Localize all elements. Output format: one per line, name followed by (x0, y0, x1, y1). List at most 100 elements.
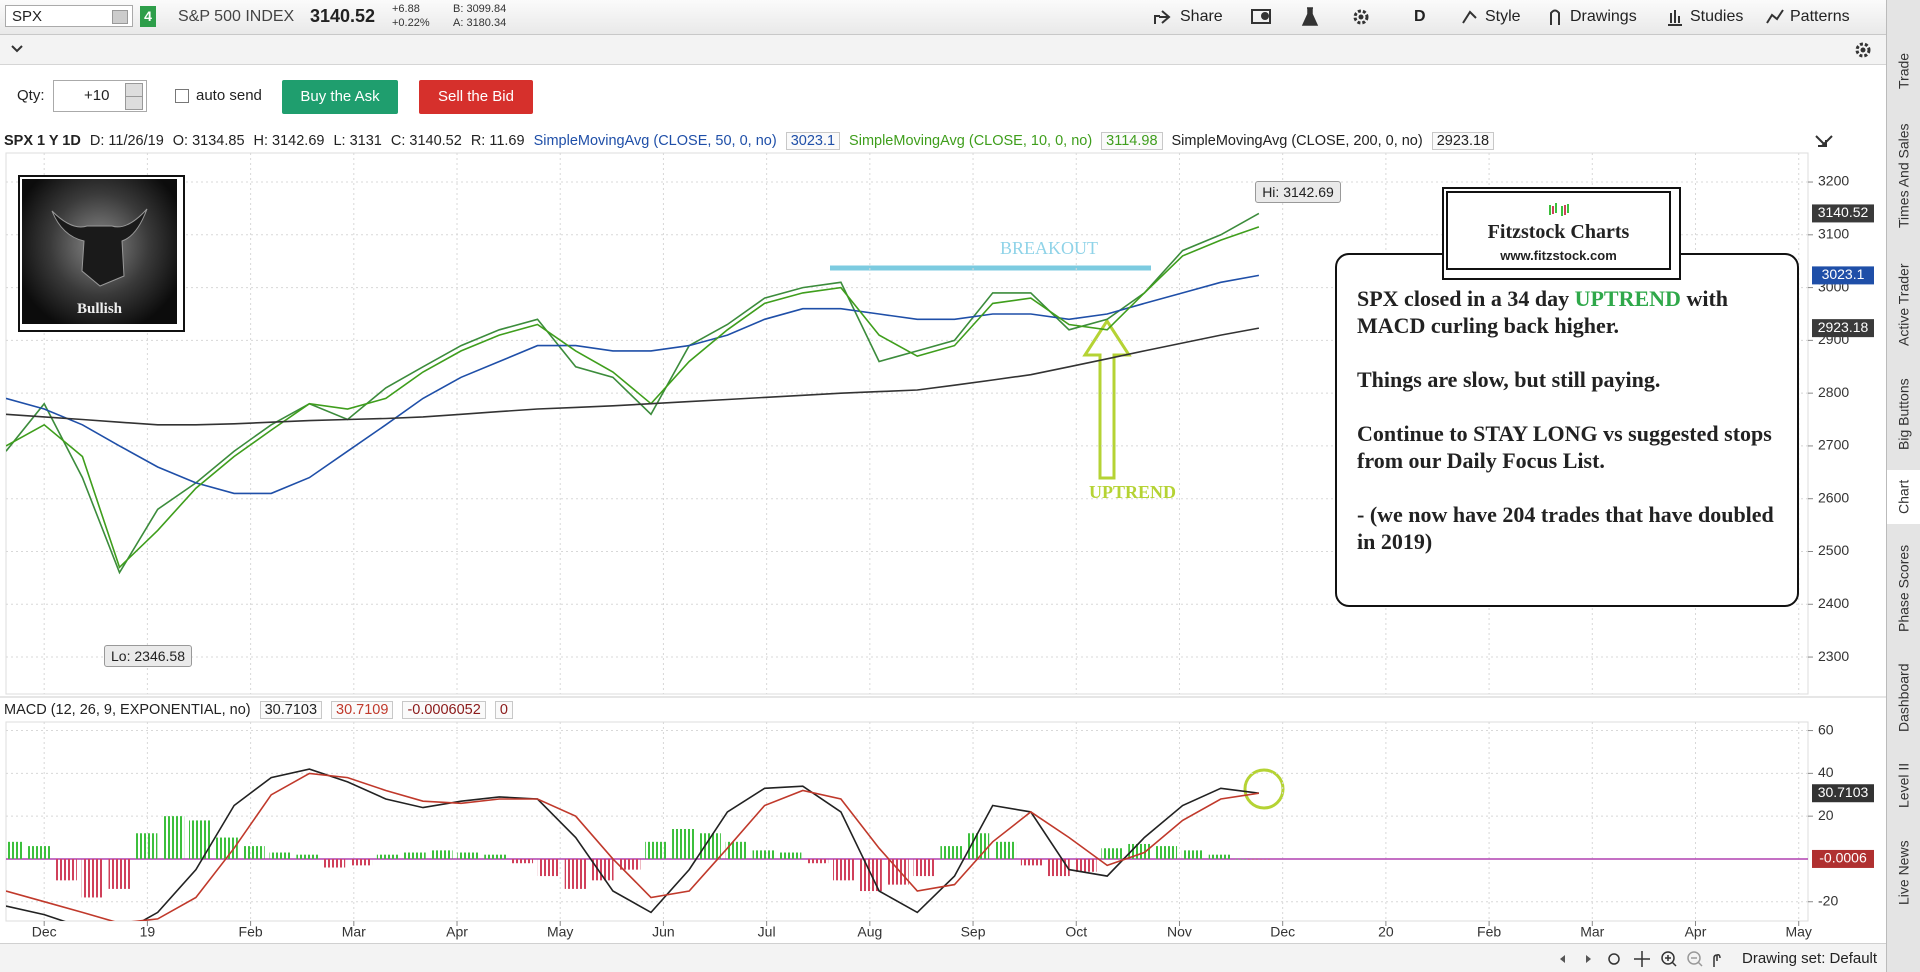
histogram-bar (1235, 858, 1258, 860)
grid-icon[interactable] (1250, 7, 1274, 27)
histogram-bar (833, 858, 856, 881)
histogram-bar (1181, 850, 1204, 859)
qty-label: Qty: (17, 87, 45, 104)
sidebar-tab[interactable]: Chart (1887, 470, 1920, 524)
logo-url: www.fitzstock.com (1500, 248, 1617, 263)
histogram-bar (645, 841, 668, 859)
histogram-bar (403, 852, 426, 859)
histogram-bar (725, 841, 748, 859)
histogram-bar (135, 833, 158, 859)
bar-open: O: 3134.85 (172, 133, 245, 149)
sidebar: Trade Times And Sales Active Trader Big … (1886, 0, 1920, 972)
x-tick-label: Mar (1580, 924, 1604, 940)
sidebar-tab[interactable]: Times And Sales (1895, 123, 1912, 229)
link-badge[interactable]: 4 (140, 6, 156, 27)
x-tick-label: 19 (140, 924, 156, 940)
auto-send-checkbox[interactable] (175, 89, 189, 103)
x-tick-label: Jun (652, 924, 675, 940)
y-tick-label: 60 (1818, 721, 1834, 737)
value-tag (1812, 204, 1874, 223)
y-tick-label: 2300 (1818, 648, 1849, 664)
histogram-bar (940, 846, 963, 859)
y-tick-label: 2500 (1818, 542, 1849, 558)
bar-close: C: 3140.52 (390, 133, 462, 149)
x-tick-label: 20 (1378, 924, 1394, 940)
share-button[interactable]: Share (1180, 8, 1223, 25)
text: SPX closed in a 34 day (1357, 286, 1575, 311)
sidebar-tab[interactable]: Live News (1895, 840, 1912, 906)
breakout-label: BREAKOUT (1000, 238, 1098, 258)
drawing-set[interactable]: Drawing set: Default (1742, 950, 1878, 967)
commentary-box: SPX closed in a 34 day UPTREND with MACD… (1335, 253, 1799, 607)
sidebar-tab[interactable]: Phase Scores (1895, 544, 1912, 632)
bar-low: L: 3131 (333, 133, 382, 149)
histogram-bar (189, 820, 212, 859)
y-tick-label: -20 (1818, 892, 1838, 908)
high-label: Hi: 3142.69 (1255, 181, 1341, 203)
x-tick-label: Aug (857, 924, 882, 940)
collapse-icon[interactable] (10, 43, 24, 55)
period-button[interactable]: D (1414, 8, 1426, 25)
drawings-button[interactable]: Drawings (1570, 8, 1637, 25)
qty-input[interactable]: +10 (53, 80, 147, 112)
signal-value: 30.7109 (331, 701, 394, 719)
x-tick-label: Dec (1270, 924, 1295, 940)
x-tick-label: Dec (32, 924, 57, 940)
histogram-bar (618, 858, 641, 870)
histogram-bar (54, 858, 77, 881)
net-change: +6.88 (392, 3, 420, 15)
settings-icon[interactable] (1350, 6, 1372, 28)
histogram-bar (215, 837, 238, 859)
drawings-icon[interactable] (1545, 7, 1565, 27)
style-icon[interactable] (1460, 8, 1480, 26)
sidebar-tab[interactable]: Active Trader (1895, 263, 1912, 347)
x-tick-label: Nov (1167, 924, 1192, 940)
chart-strip (0, 35, 1886, 65)
flask-icon[interactable] (1300, 6, 1320, 28)
dropdown-arrow[interactable] (112, 10, 128, 24)
histogram-bar (1047, 858, 1070, 877)
histogram-bar (752, 850, 775, 859)
settings-icon[interactable] (1852, 39, 1874, 61)
chart-symbol: SPX 1 Y 1D (4, 133, 81, 149)
studies-button[interactable]: Studies (1690, 8, 1744, 25)
symbol-name: S&P 500 INDEX (178, 8, 295, 25)
histogram-bar (1155, 846, 1178, 859)
histogram-bar (779, 852, 802, 859)
macd-title[interactable]: MACD (12, 26, 9, EXPONENTIAL, no) (4, 702, 251, 718)
navigation-icons[interactable] (1556, 950, 1726, 968)
sidebar-tab[interactable]: Trade (1895, 52, 1912, 90)
logo-icon (1549, 203, 1569, 216)
series-line (6, 772, 1260, 921)
histogram-bar (269, 852, 292, 859)
style-button[interactable]: Style (1485, 8, 1521, 25)
studies-icon[interactable] (1665, 7, 1685, 27)
commentary-line: SPX closed in a 34 day UPTREND with MACD… (1357, 285, 1777, 339)
commentary-line: Continue to STAY LONG vs suggested stops… (1357, 421, 1772, 473)
status-bar: Drawing set: Default (0, 943, 1886, 972)
histogram-bar (1074, 858, 1097, 872)
histogram-bar (350, 858, 373, 866)
study-name[interactable]: SimpleMovingAvg (CLOSE, 200, 0, no) (1171, 133, 1423, 149)
patterns-button[interactable]: Patterns (1790, 8, 1850, 25)
x-tick-label: Jul (758, 924, 776, 940)
patterns-icon[interactable] (1765, 7, 1785, 27)
histogram-bar (672, 828, 695, 859)
expand-icon[interactable] (1815, 135, 1833, 147)
qty-down[interactable] (125, 96, 143, 110)
sidebar-tab[interactable]: Big Buttons (1895, 378, 1912, 450)
uptrend-label: UPTREND (1089, 482, 1177, 502)
study-name[interactable]: SimpleMovingAvg (CLOSE, 50, 0, no) (533, 133, 777, 149)
study-name[interactable]: SimpleMovingAvg (CLOSE, 10, 0, no) (849, 133, 1093, 149)
y-tick-label: 20 (1818, 807, 1834, 823)
share-icon[interactable] (1152, 7, 1174, 27)
histogram-bar (591, 858, 614, 881)
buy-button[interactable]: Buy the Ask (282, 80, 398, 114)
histogram-bar (81, 858, 104, 898)
sell-button[interactable]: Sell the Bid (419, 80, 533, 114)
sidebar-tab[interactable]: Level II (1895, 762, 1912, 808)
x-tick-label: Mar (342, 924, 366, 940)
sidebar-tab[interactable]: Dashboard (1895, 663, 1912, 733)
symbol-input[interactable]: SPX (5, 5, 133, 27)
bull-silhouette (51, 208, 148, 287)
